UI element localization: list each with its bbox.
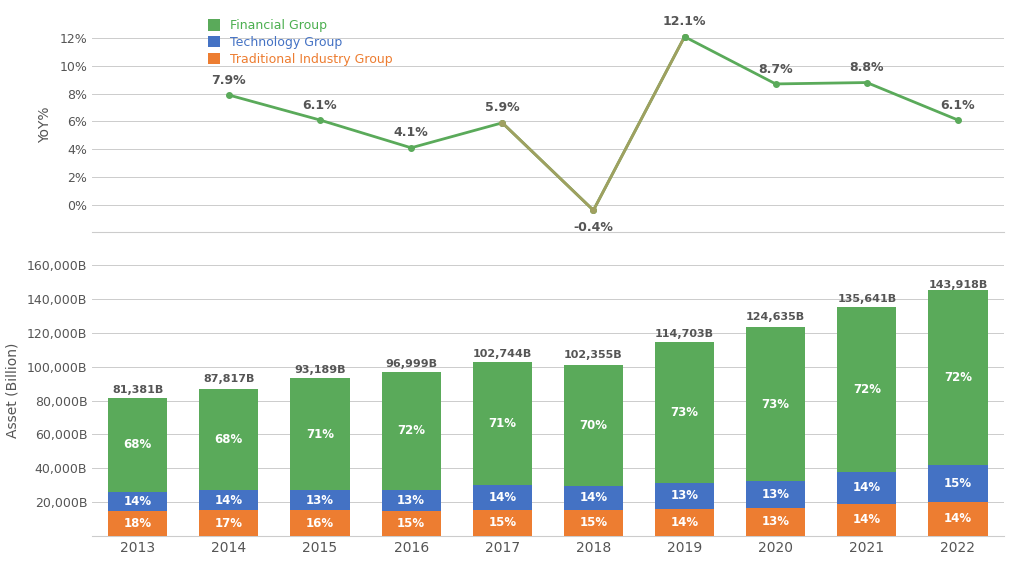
Bar	[564, 510, 623, 536]
Text: 68%: 68%	[215, 433, 243, 446]
Text: 13%: 13%	[306, 494, 334, 507]
Bar	[746, 327, 805, 481]
Text: 81,381B: 81,381B	[112, 385, 164, 395]
Bar	[655, 483, 714, 509]
Bar	[564, 365, 623, 486]
Text: 73%: 73%	[671, 406, 698, 419]
Bar	[109, 492, 167, 511]
Text: 14%: 14%	[488, 491, 516, 504]
Bar	[929, 290, 987, 465]
Text: 102,744B: 102,744B	[473, 349, 531, 359]
Text: 14%: 14%	[215, 494, 243, 506]
Bar	[473, 362, 531, 486]
Text: 15%: 15%	[580, 516, 607, 529]
Text: 14%: 14%	[580, 491, 607, 504]
Text: 18%: 18%	[124, 517, 152, 530]
Text: 68%: 68%	[124, 438, 152, 452]
Legend: Financial Group, Technology Group, Traditional Industry Group: Financial Group, Technology Group, Tradi…	[208, 19, 393, 66]
Text: 13%: 13%	[762, 516, 790, 529]
Text: 135,641B: 135,641B	[838, 294, 896, 304]
Bar	[929, 465, 987, 502]
Text: 8.8%: 8.8%	[850, 61, 884, 74]
Bar	[382, 372, 440, 490]
Bar	[929, 502, 987, 536]
Bar	[746, 508, 805, 536]
Bar	[473, 486, 531, 510]
Y-axis label: YoY%: YoY%	[39, 107, 52, 143]
Text: 73%: 73%	[762, 397, 790, 411]
Bar	[109, 398, 167, 492]
Bar	[200, 389, 258, 490]
Bar	[291, 490, 349, 510]
Text: 15%: 15%	[944, 477, 972, 490]
Text: 14%: 14%	[853, 513, 881, 526]
Bar	[291, 378, 349, 490]
Text: 14%: 14%	[671, 516, 698, 529]
Bar	[838, 306, 896, 472]
Bar	[564, 486, 623, 510]
Bar	[838, 472, 896, 503]
Text: 71%: 71%	[306, 427, 334, 441]
Text: 15%: 15%	[397, 517, 425, 530]
Text: 102,355B: 102,355B	[564, 350, 623, 360]
Text: 5.9%: 5.9%	[485, 101, 519, 115]
Text: 71%: 71%	[488, 417, 516, 430]
Text: 14%: 14%	[124, 495, 152, 508]
Text: 6.1%: 6.1%	[941, 98, 975, 112]
Y-axis label: Asset (Billion): Asset (Billion)	[6, 343, 19, 438]
Bar	[382, 490, 440, 511]
Text: 13%: 13%	[762, 488, 790, 501]
Text: 4.1%: 4.1%	[394, 127, 428, 139]
Bar	[473, 510, 531, 536]
Bar	[200, 490, 258, 510]
Bar	[200, 510, 258, 536]
Bar	[655, 509, 714, 536]
Bar	[382, 511, 440, 536]
Text: 14%: 14%	[944, 512, 972, 525]
Text: 72%: 72%	[853, 382, 881, 396]
Text: 114,703B: 114,703B	[655, 329, 714, 339]
Bar	[291, 510, 349, 536]
Text: 15%: 15%	[488, 516, 516, 529]
Text: 70%: 70%	[580, 419, 607, 431]
Text: 14%: 14%	[853, 481, 881, 494]
Text: 6.1%: 6.1%	[303, 98, 337, 112]
Text: 8.7%: 8.7%	[759, 63, 793, 75]
Text: 12.1%: 12.1%	[663, 16, 707, 28]
Text: 17%: 17%	[215, 517, 243, 529]
Text: 143,918B: 143,918B	[929, 279, 987, 290]
Text: 13%: 13%	[671, 490, 698, 502]
Bar	[838, 503, 896, 536]
Bar	[746, 481, 805, 508]
Text: 87,817B: 87,817B	[203, 374, 255, 384]
Text: 7.9%: 7.9%	[212, 74, 246, 87]
Text: 72%: 72%	[397, 425, 425, 437]
Text: -0.4%: -0.4%	[573, 221, 613, 234]
Bar	[655, 342, 714, 483]
Text: 72%: 72%	[944, 371, 972, 384]
Bar	[109, 511, 167, 536]
Text: 13%: 13%	[397, 494, 425, 507]
Text: 16%: 16%	[306, 517, 334, 529]
Text: 124,635B: 124,635B	[746, 312, 805, 322]
Text: 93,189B: 93,189B	[294, 365, 346, 375]
Text: 96,999B: 96,999B	[385, 359, 437, 369]
